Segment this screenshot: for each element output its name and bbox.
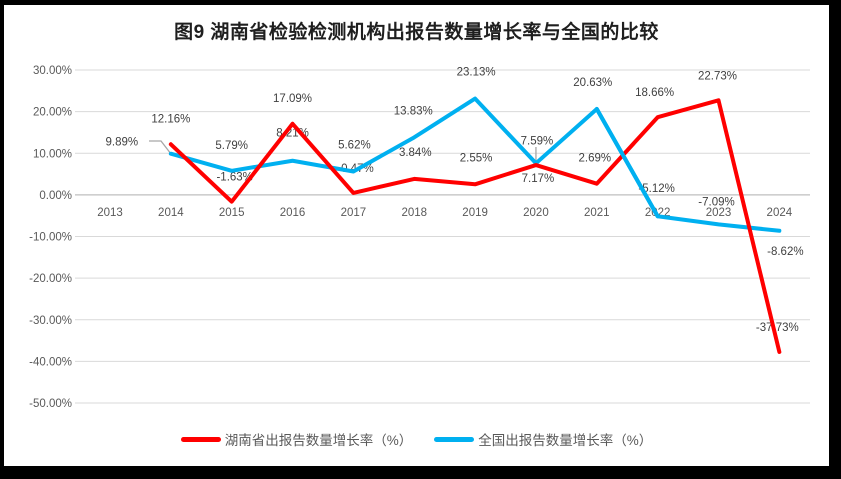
leader-line <box>149 140 172 155</box>
x-tick-label: 2020 <box>523 207 549 219</box>
data-label: 9.89% <box>106 137 139 149</box>
x-tick-label: 2013 <box>97 207 123 219</box>
series-line-national <box>168 96 782 233</box>
x-tick-label: 2024 <box>767 207 793 219</box>
series-line-national-segment <box>594 107 660 219</box>
legend-item-national: 全国出报告数量增长率（%） <box>434 429 652 449</box>
x-tick-label: 2015 <box>219 207 245 219</box>
hunan-series-swatch-icon <box>180 436 221 442</box>
data-label: 2.55% <box>460 152 493 164</box>
data-label: -5.12% <box>638 183 674 195</box>
y-tick-label: -30.00% <box>29 315 72 327</box>
data-label: 7.59% <box>521 135 554 147</box>
chart-panel <box>4 5 829 466</box>
y-tick-label: -40.00% <box>29 356 72 368</box>
x-tick-label: 2023 <box>706 207 732 219</box>
x-tick-label: 2021 <box>584 207 610 219</box>
legend-label-national: 全国出报告数量增长率（%） <box>478 433 653 448</box>
data-label: 13.83% <box>394 105 433 117</box>
legend-label-hunan: 湖南省出报告数量增长率（%） <box>224 433 413 448</box>
data-label: 5.62% <box>338 140 371 152</box>
x-tick-label: 2019 <box>462 207 488 219</box>
x-tick-label: 2014 <box>158 207 184 219</box>
data-label: 22.73% <box>698 70 737 82</box>
data-label: 18.66% <box>635 87 674 99</box>
y-tick-label: -10.00% <box>29 232 72 244</box>
x-tick-label: 2016 <box>280 207 306 219</box>
y-tick-label: 0.00% <box>39 190 72 202</box>
data-label: -7.09% <box>698 196 734 208</box>
y-tick-label: -20.00% <box>29 273 72 285</box>
data-label: -8.62% <box>767 246 803 258</box>
data-label: 3.84% <box>399 147 432 159</box>
data-label: 17.09% <box>273 93 312 105</box>
legend: 湖南省出报告数量增长率（%） 全国出报告数量增长率（%） <box>4 429 829 449</box>
data-label: 23.13% <box>457 67 496 79</box>
series-line-hunan <box>168 98 782 354</box>
x-tick-label: 2018 <box>401 207 427 219</box>
data-label: -1.63% <box>216 172 252 184</box>
data-label: 2.69% <box>578 153 611 165</box>
legend-item-hunan: 湖南省出报告数量增长率（%） <box>180 429 413 449</box>
data-label: 7.17% <box>522 173 555 185</box>
national-series-swatch-icon <box>434 436 475 442</box>
data-label: 5.79% <box>215 140 248 152</box>
data-label: -37.73% <box>756 322 799 334</box>
y-tick-label: -50.00% <box>29 398 72 410</box>
data-label: 20.63% <box>573 77 612 89</box>
y-tick-label: 30.00% <box>33 65 72 77</box>
data-label: 12.16% <box>151 113 190 125</box>
y-tick-label: 20.00% <box>33 107 72 119</box>
y-tick-label: 10.00% <box>33 148 72 160</box>
x-tick-label: 2017 <box>341 207 367 219</box>
chart-title: 图9 湖南省检验检测机构出报告数量增长率与全国的比较 <box>174 22 659 43</box>
